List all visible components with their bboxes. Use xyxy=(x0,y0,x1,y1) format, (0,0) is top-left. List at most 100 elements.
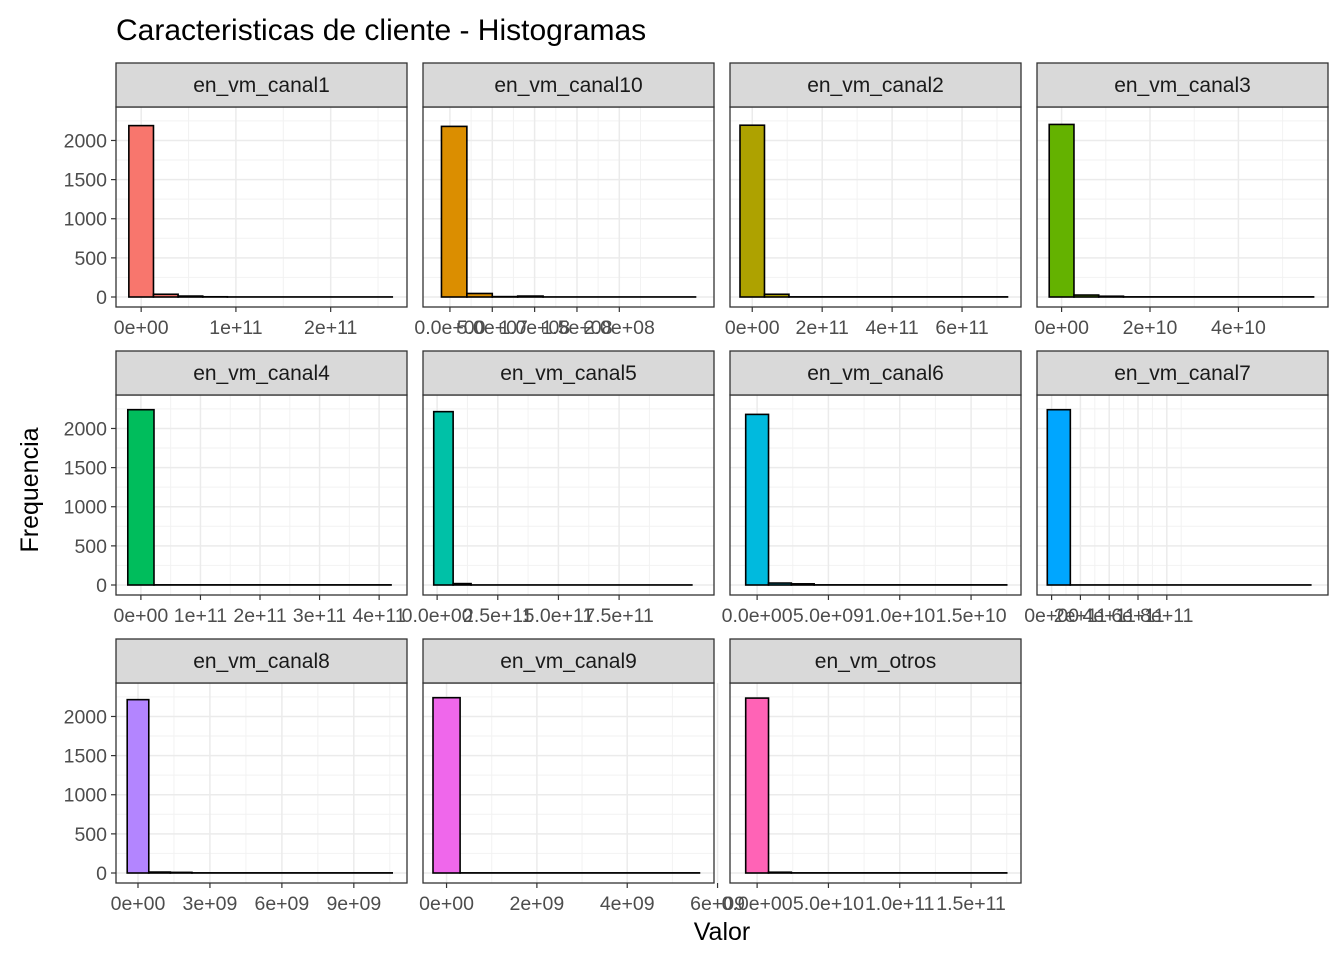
facet-strip-label: en_vm_canal4 xyxy=(193,362,330,385)
facet-panel-en_vm_canal2: en_vm_canal2 0e+00 2e+11 4e+11 6e+11 xyxy=(725,63,1021,339)
histogram-bar-en_vm_canal8-1 xyxy=(149,872,171,873)
histogram-bar-en_vm_canal10-0 xyxy=(441,126,466,297)
x-tick-label: 2.0e+08 xyxy=(584,317,655,339)
y-tick-label: 1000 xyxy=(64,785,108,807)
x-tick-label: 0.0e+00 xyxy=(722,605,793,627)
histogram-bar-en_vm_canal1-0 xyxy=(129,126,154,297)
x-tick-label: 0e+00 xyxy=(725,317,780,339)
histogram-bar-en_vm_canal3-0 xyxy=(1049,124,1074,297)
x-tick-label: 5.0e+11 xyxy=(524,605,594,627)
x-axis-title: Valor xyxy=(694,918,751,946)
x-tick-label: 7.5e+11 xyxy=(584,605,654,627)
histogram-bar-en_vm_canal4-0 xyxy=(128,410,154,585)
histogram-bar-en_vm_canal1-1 xyxy=(153,294,178,297)
y-tick-label: 1000 xyxy=(64,209,108,231)
y-tick-label: 500 xyxy=(74,536,107,558)
x-tick-label: 2e+11 xyxy=(796,317,849,339)
y-tick-label: 0 xyxy=(96,863,107,885)
facet-panel-en_vm_canal3: en_vm_canal3 0e+00 2e+10 4e+10 xyxy=(1034,63,1328,339)
histogram-bar-en_vm_canal2-1 xyxy=(764,294,788,297)
x-tick-label: 2e+10 xyxy=(1123,317,1178,339)
y-tick-label: 1500 xyxy=(64,458,108,480)
x-tick-label: 1e+11 xyxy=(174,605,227,627)
facet-strip-label: en_vm_canal2 xyxy=(807,74,944,97)
x-tick-label: 8e+11 xyxy=(1140,605,1193,627)
x-tick-label: 1.5e+11 xyxy=(936,893,1006,915)
histogram-bar-en_vm_canal10-1 xyxy=(467,293,492,297)
y-tick-label: 2000 xyxy=(64,418,108,440)
y-tick-label: 500 xyxy=(74,824,107,846)
x-tick-label: 4e+09 xyxy=(600,893,655,915)
x-tick-label: 4e+11 xyxy=(865,317,918,339)
facets-layer: en_vm_canal1 0e+00 1e+11 2e+11 0 500 1000 1500 2… xyxy=(64,63,1328,915)
x-tick-label: 0e+00 xyxy=(1034,317,1089,339)
x-tick-label: 2e+09 xyxy=(509,893,564,915)
facet-strip-label: en_vm_canal9 xyxy=(500,650,637,673)
y-axis-title: Frequencia xyxy=(16,427,44,552)
x-tick-label: 0e+00 xyxy=(419,893,474,915)
facet-panel-en_vm_canal8: en_vm_canal8 0e+00 3e+09 6e+09 9e+09 0 500 1000… xyxy=(64,639,407,915)
x-tick-label: 5.0e+09 xyxy=(793,605,864,627)
y-tick-label: 0 xyxy=(96,287,107,309)
histogram-bar-en_vm_canal7-0 xyxy=(1047,410,1070,585)
y-tick-label: 2000 xyxy=(64,706,108,728)
facet-strip-label: en_vm_canal10 xyxy=(494,74,642,97)
facet-strip-label: en_vm_otros xyxy=(815,650,936,673)
histogram-bar-en_vm_canal6-1 xyxy=(769,583,792,585)
histogram-bar-en_vm_canal3-1 xyxy=(1074,295,1099,297)
x-tick-label: 1.0e+11 xyxy=(865,893,935,915)
x-tick-label: 4e+11 xyxy=(352,605,405,627)
y-tick-label: 0 xyxy=(96,575,107,597)
y-tick-label: 1500 xyxy=(64,746,108,768)
x-tick-label: 0.0e+00 xyxy=(722,893,793,915)
facet-strip-label: en_vm_canal6 xyxy=(807,362,944,385)
x-tick-label: 3e+09 xyxy=(183,893,238,915)
x-tick-label: 1e+11 xyxy=(209,317,262,339)
x-tick-label: 1.5e+10 xyxy=(936,605,1007,627)
x-tick-label: 0e+00 xyxy=(114,317,169,339)
histogram-bar-en_vm_canal8-2 xyxy=(170,872,192,873)
histogram-bar-en_vm_otros-1 xyxy=(769,872,792,873)
x-tick-label: 6e+09 xyxy=(254,893,309,915)
x-tick-label: 0e+00 xyxy=(111,893,166,915)
histogram-bar-en_vm_canal9-0 xyxy=(433,698,460,873)
histogram-bar-en_vm_canal1-2 xyxy=(178,296,203,297)
facet-strip-label: en_vm_canal3 xyxy=(1114,74,1251,97)
y-tick-label: 1000 xyxy=(64,497,108,519)
x-tick-label: 6e+11 xyxy=(935,317,988,339)
histogram-bar-en_vm_canal6-2 xyxy=(791,584,814,585)
x-tick-label: 1.0e+10 xyxy=(864,605,935,627)
x-tick-label: 5.0e+10 xyxy=(793,893,864,915)
y-tick-label: 500 xyxy=(74,248,107,270)
facet-strip-label: en_vm_canal5 xyxy=(500,362,637,385)
histogram-bar-en_vm_canal2-0 xyxy=(740,125,764,297)
facet-panel-en_vm_canal10: en_vm_canal100.0e+005.0e+071.0e+081.5e+0… xyxy=(414,63,714,339)
histogram-bar-en_vm_canal10-3 xyxy=(518,296,543,297)
x-tick-label: 9e+09 xyxy=(326,893,381,915)
histogram-bar-en_vm_canal5-1 xyxy=(453,584,471,585)
facet-strip-label: en_vm_canal7 xyxy=(1114,362,1251,385)
histogram-bar-en_vm_canal3-2 xyxy=(1099,296,1124,297)
histogram-bar-en_vm_canal5-0 xyxy=(434,412,453,585)
y-tick-label: 1500 xyxy=(64,170,108,192)
x-tick-label: 0e+00 xyxy=(113,605,168,627)
y-tick-label: 2000 xyxy=(64,130,108,152)
facet-strip-label: en_vm_canal1 xyxy=(193,74,330,97)
histogram-bar-en_vm_otros-0 xyxy=(746,698,769,873)
histogram-bar-en_vm_canal8-0 xyxy=(127,700,149,873)
x-tick-label: 2.5e+11 xyxy=(463,605,533,627)
facet-strip-label: en_vm_canal8 xyxy=(193,650,330,673)
chart-title: Caracteristicas de cliente - Histogramas xyxy=(116,14,646,47)
x-tick-label: 3e+11 xyxy=(293,605,346,627)
x-tick-label: 4e+10 xyxy=(1211,317,1266,339)
facet-panel-en_vm_canal1: en_vm_canal1 0e+00 1e+11 2e+11 0 500 1000 1500 2… xyxy=(64,63,407,339)
x-tick-label: 2e+11 xyxy=(304,317,357,339)
